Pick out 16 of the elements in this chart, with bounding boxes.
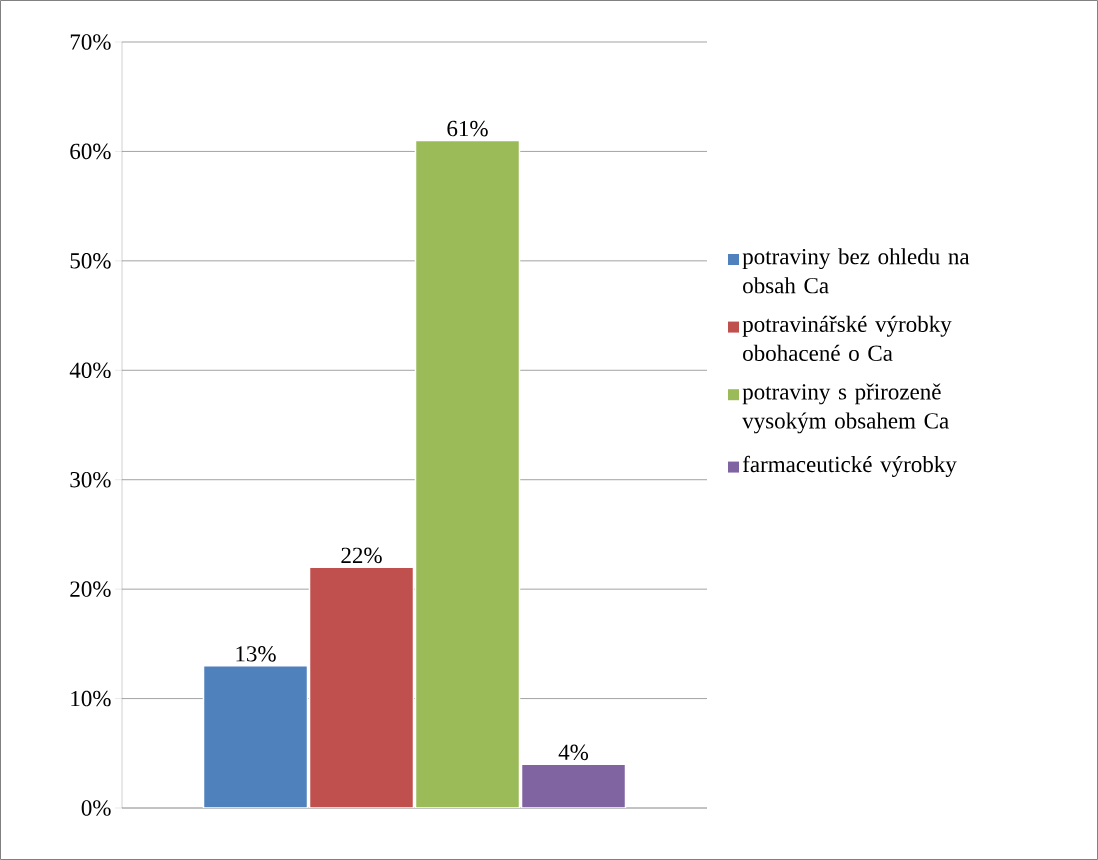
- legend-label: potraviny s přirozeně vysokým obsahem Ca: [742, 383, 949, 434]
- legend-label: farmaceutické výrobky: [742, 455, 957, 477]
- data-label: 4%: [558, 744, 589, 761]
- data-label: 22%: [341, 547, 382, 564]
- legend-label: potravinářské výrobky obohacené o Ca: [742, 315, 952, 361]
- y-tick-label: 60%: [70, 143, 111, 160]
- y-tick-label: 30%: [70, 471, 111, 488]
- y-tick-label: 70%: [70, 34, 111, 50]
- y-tick-label: 0%: [81, 800, 111, 816]
- y-tick-label: 40%: [69, 362, 111, 379]
- data-label: 61%: [447, 120, 488, 137]
- data-label: 13%: [236, 646, 276, 662]
- y-tick-label: 10%: [71, 690, 111, 707]
- y-tick-label: 50%: [70, 253, 111, 269]
- y-tick-label: 20%: [70, 581, 111, 597]
- legend-label: potraviny bez ohledu na obsah Ca: [742, 248, 970, 294]
